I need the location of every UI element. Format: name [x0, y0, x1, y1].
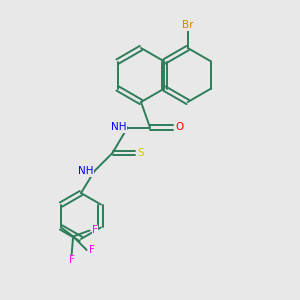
Text: NH: NH — [111, 122, 127, 133]
Text: NH: NH — [78, 166, 94, 176]
Text: O: O — [176, 122, 184, 133]
Text: F: F — [92, 226, 98, 236]
Text: F: F — [69, 256, 75, 266]
Text: S: S — [138, 148, 144, 158]
Text: F: F — [89, 245, 95, 255]
Text: Br: Br — [182, 20, 194, 31]
